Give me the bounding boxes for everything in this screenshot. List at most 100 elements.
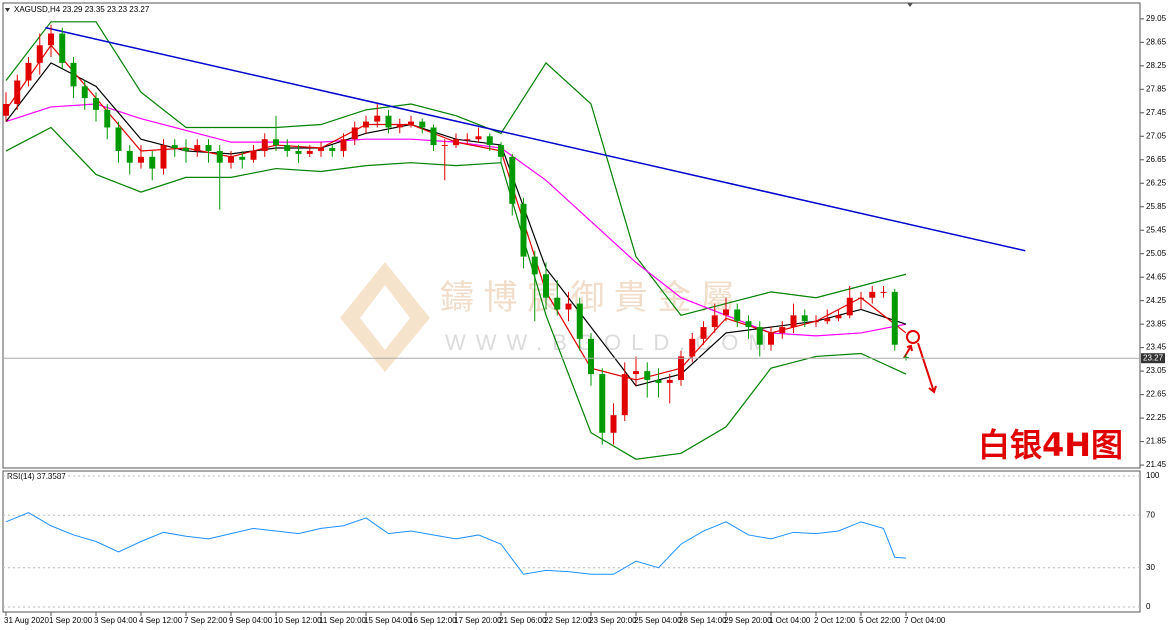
candle-body bbox=[700, 327, 707, 339]
y-tick-label: 26.65 bbox=[1146, 155, 1167, 164]
y-tick-label: 23.45 bbox=[1146, 343, 1167, 352]
y-tick-label: 28.65 bbox=[1146, 37, 1167, 46]
candle-body bbox=[351, 127, 358, 140]
price-label-bg bbox=[1141, 353, 1165, 364]
candle-body bbox=[498, 145, 504, 157]
candle-body bbox=[621, 374, 628, 416]
candle-body bbox=[14, 80, 21, 104]
x-tick-label: 11 Sep 20:00 bbox=[319, 616, 367, 625]
candle-body bbox=[520, 203, 527, 257]
x-tick-label: 5 Oct 22:00 bbox=[859, 616, 901, 625]
candle-body bbox=[453, 139, 459, 146]
y-tick-label: 26.25 bbox=[1146, 178, 1167, 187]
watermark: 鑄 博 宸 御 貴 金 屬 WWW.BGOLD.COM bbox=[340, 262, 767, 372]
candle-body bbox=[554, 297, 561, 310]
candle-body bbox=[183, 148, 189, 151]
candle-body bbox=[768, 332, 774, 345]
x-tick-label: 1 Oct 04:00 bbox=[769, 616, 811, 625]
candle-body bbox=[363, 121, 369, 128]
candle-body bbox=[464, 139, 471, 141]
candle-body bbox=[160, 145, 167, 169]
header-arrow bbox=[5, 8, 10, 12]
candle-body bbox=[880, 291, 887, 293]
candle-body bbox=[813, 321, 819, 323]
x-tick-label: 17 Sep 20:00 bbox=[454, 616, 502, 625]
x-tick-label: 10 Sep 12:00 bbox=[274, 616, 322, 625]
candle-body bbox=[59, 33, 66, 63]
candle-body bbox=[903, 357, 909, 359]
candle-body bbox=[678, 356, 684, 380]
y-tick-label: 25.45 bbox=[1146, 225, 1167, 234]
price-plot bbox=[3, 21, 1026, 460]
y-tick-label: 25.05 bbox=[1146, 249, 1167, 258]
candle-body bbox=[723, 309, 729, 316]
candle-body bbox=[610, 415, 617, 433]
y-tick-label: 29.05 bbox=[1146, 14, 1167, 23]
up-arrow bbox=[903, 344, 913, 359]
candle-body bbox=[25, 62, 32, 81]
candle-body bbox=[633, 371, 639, 375]
y-tick-label: 28.25 bbox=[1146, 61, 1167, 70]
candle-body bbox=[846, 297, 853, 316]
y-tick-label: 100 bbox=[1146, 471, 1160, 480]
x-tick-label: 25 Sep 04:00 bbox=[634, 616, 682, 625]
candle-body bbox=[734, 309, 741, 322]
candle-body bbox=[171, 145, 178, 149]
candle-body bbox=[790, 315, 797, 328]
candle-body bbox=[745, 321, 752, 328]
candle-body bbox=[194, 145, 201, 151]
y-tick-label: 30 bbox=[1146, 563, 1155, 572]
candle-body bbox=[340, 139, 347, 151]
y-tick-label: 23.85 bbox=[1146, 319, 1167, 328]
candle-body bbox=[441, 145, 448, 147]
y-tick-label: 24.25 bbox=[1146, 296, 1167, 305]
x-tick-label: 2 Oct 12:00 bbox=[814, 616, 856, 625]
candle-body bbox=[655, 379, 662, 383]
candle-body bbox=[531, 256, 538, 275]
candle-body bbox=[138, 156, 144, 163]
close: 23.27 bbox=[129, 5, 150, 14]
watermark-text: 鑄 博 宸 御 貴 金 屬 bbox=[440, 279, 735, 317]
x-tick-label: 9 Sep 04:00 bbox=[229, 616, 273, 625]
chart-header: XAGUSD,H4 23.29 23.35 23.23 23.27 bbox=[14, 5, 150, 14]
x-tick-label: 22 Sep 12:00 bbox=[544, 616, 592, 625]
candle-body bbox=[576, 303, 583, 339]
candle-body bbox=[149, 156, 156, 169]
shift-marker bbox=[907, 3, 913, 7]
candle-body bbox=[801, 315, 808, 322]
x-tick-label: 3 Sep 04:00 bbox=[94, 616, 138, 625]
x-tick-label: 29 Sep 20:00 bbox=[724, 616, 772, 625]
candle-body bbox=[430, 127, 437, 146]
y-tick-label: 23.05 bbox=[1146, 366, 1167, 375]
candle-body bbox=[295, 150, 302, 154]
candle-body bbox=[509, 156, 516, 204]
rsi-title: RSI(14) 37.3587 bbox=[7, 472, 66, 481]
y-tick-label: 70 bbox=[1146, 510, 1155, 519]
candle-body bbox=[115, 127, 122, 151]
y-tick-label: 0 bbox=[1146, 602, 1151, 611]
x-tick-label: 21 Sep 06:00 bbox=[499, 616, 547, 625]
open: 23.29 bbox=[62, 5, 83, 14]
candle-body bbox=[588, 338, 594, 375]
y-tick-label: 24.65 bbox=[1146, 272, 1167, 281]
candle-body bbox=[216, 150, 223, 163]
candle-body bbox=[689, 338, 696, 357]
indicator-line bbox=[5, 126, 907, 460]
x-tick-label: 4 Sep 12:00 bbox=[139, 616, 183, 625]
candle-body bbox=[329, 148, 336, 151]
candle-body bbox=[205, 145, 212, 151]
candle-body bbox=[273, 139, 279, 146]
candle-body bbox=[419, 121, 426, 128]
candle-body bbox=[869, 291, 876, 298]
candle-body bbox=[104, 109, 111, 128]
candle-body bbox=[408, 121, 414, 125]
x-tick-label: 7 Sep 22:00 bbox=[184, 616, 228, 625]
candle-body bbox=[318, 148, 324, 151]
candle-body bbox=[475, 136, 482, 140]
rsi-value: 37.3587 bbox=[37, 472, 66, 481]
price-label: 23.27 bbox=[1143, 353, 1164, 362]
rsi-panel bbox=[2, 470, 1141, 613]
y-tick-label: 25.85 bbox=[1146, 202, 1167, 211]
indicator-line bbox=[45, 26, 1026, 252]
candle-body bbox=[93, 98, 99, 110]
